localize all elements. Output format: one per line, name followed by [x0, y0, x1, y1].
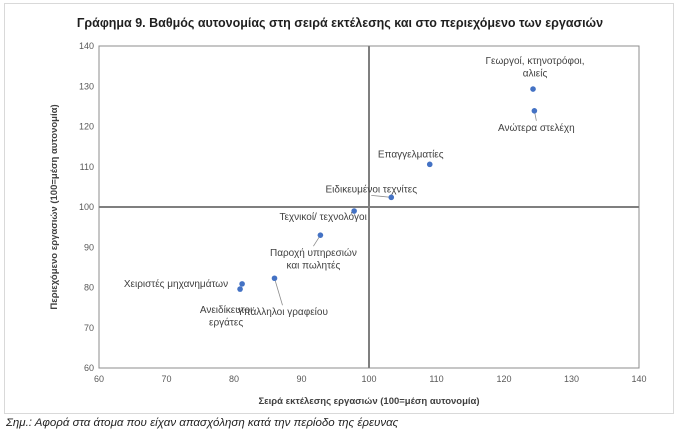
y-tick-label: 70	[84, 323, 94, 333]
x-tick-label: 140	[631, 374, 646, 384]
y-tick-label: 120	[79, 122, 94, 132]
y-tick-label: 140	[79, 41, 94, 51]
point-label: Χειριστές μηχανημάτων	[124, 278, 228, 290]
point-label: Γεωργοί, κτηνοτρόφοι,	[486, 55, 585, 67]
x-tick-label: 80	[229, 374, 239, 384]
point-label: Παροχή υπηρεσιών	[270, 247, 357, 259]
point-label: Επαγγελματίες	[378, 148, 444, 160]
point-label: Υπάλληλοι γραφείου	[237, 306, 328, 318]
data-point	[530, 86, 536, 92]
data-point	[271, 275, 278, 282]
y-tick-label: 130	[79, 81, 94, 91]
x-tick-label: 130	[564, 374, 579, 384]
data-point	[317, 232, 324, 238]
leader-line	[371, 194, 392, 198]
point-label: και πωλητές	[286, 260, 340, 272]
point-label: εργάτες	[209, 317, 243, 329]
x-tick-label: 90	[296, 374, 306, 384]
footnote: Σημ.: Αφορά στα άτομα που είχαν απασχόλη…	[6, 417, 399, 429]
point-label: Ειδικευμένοι τεχνίτες	[326, 183, 418, 195]
data-point	[239, 281, 245, 287]
leader-line	[274, 278, 283, 306]
scatter-chart: Γράφημα 9. Βαθμός αυτονομίας στη σειρά ε…	[49, 16, 647, 407]
chart-title: Γράφημα 9. Βαθμός αυτονομίας στη σειρά ε…	[77, 16, 603, 30]
y-tick-label: 90	[84, 242, 94, 252]
x-tick-label: 100	[361, 374, 376, 384]
y-tick-label: 110	[80, 162, 94, 172]
data-point	[388, 194, 395, 201]
x-axis-title: Σειρά εκτέλεσης εργασιών (100=μέση αυτον…	[258, 396, 479, 407]
x-tick-label: 110	[429, 374, 443, 384]
point-label: Τεχνικοί/ τεχνολόγοι	[279, 211, 366, 223]
data-point	[426, 161, 433, 168]
x-tick-label: 70	[161, 374, 171, 384]
point-label: αλιείς	[523, 68, 548, 80]
data-point	[237, 286, 243, 292]
y-axis-title: Περιεχόμενο εργασιών (100=μέση αυτονομία…	[49, 104, 60, 309]
data-point	[531, 108, 538, 114]
data-point	[351, 208, 357, 214]
chart-frame: Γράφημα 9. Βαθμός αυτονομίας στη σειρά ε…	[4, 3, 674, 414]
y-tick-label: 80	[84, 283, 94, 293]
x-tick-label: 60	[94, 374, 104, 384]
point-label: Ανειδίκευτοι	[200, 304, 252, 316]
point-label: Ανώτερα στελέχη	[498, 122, 575, 134]
x-tick-label: 120	[496, 374, 511, 384]
y-tick-label: 100	[79, 202, 94, 212]
y-tick-label: 60	[84, 363, 94, 373]
